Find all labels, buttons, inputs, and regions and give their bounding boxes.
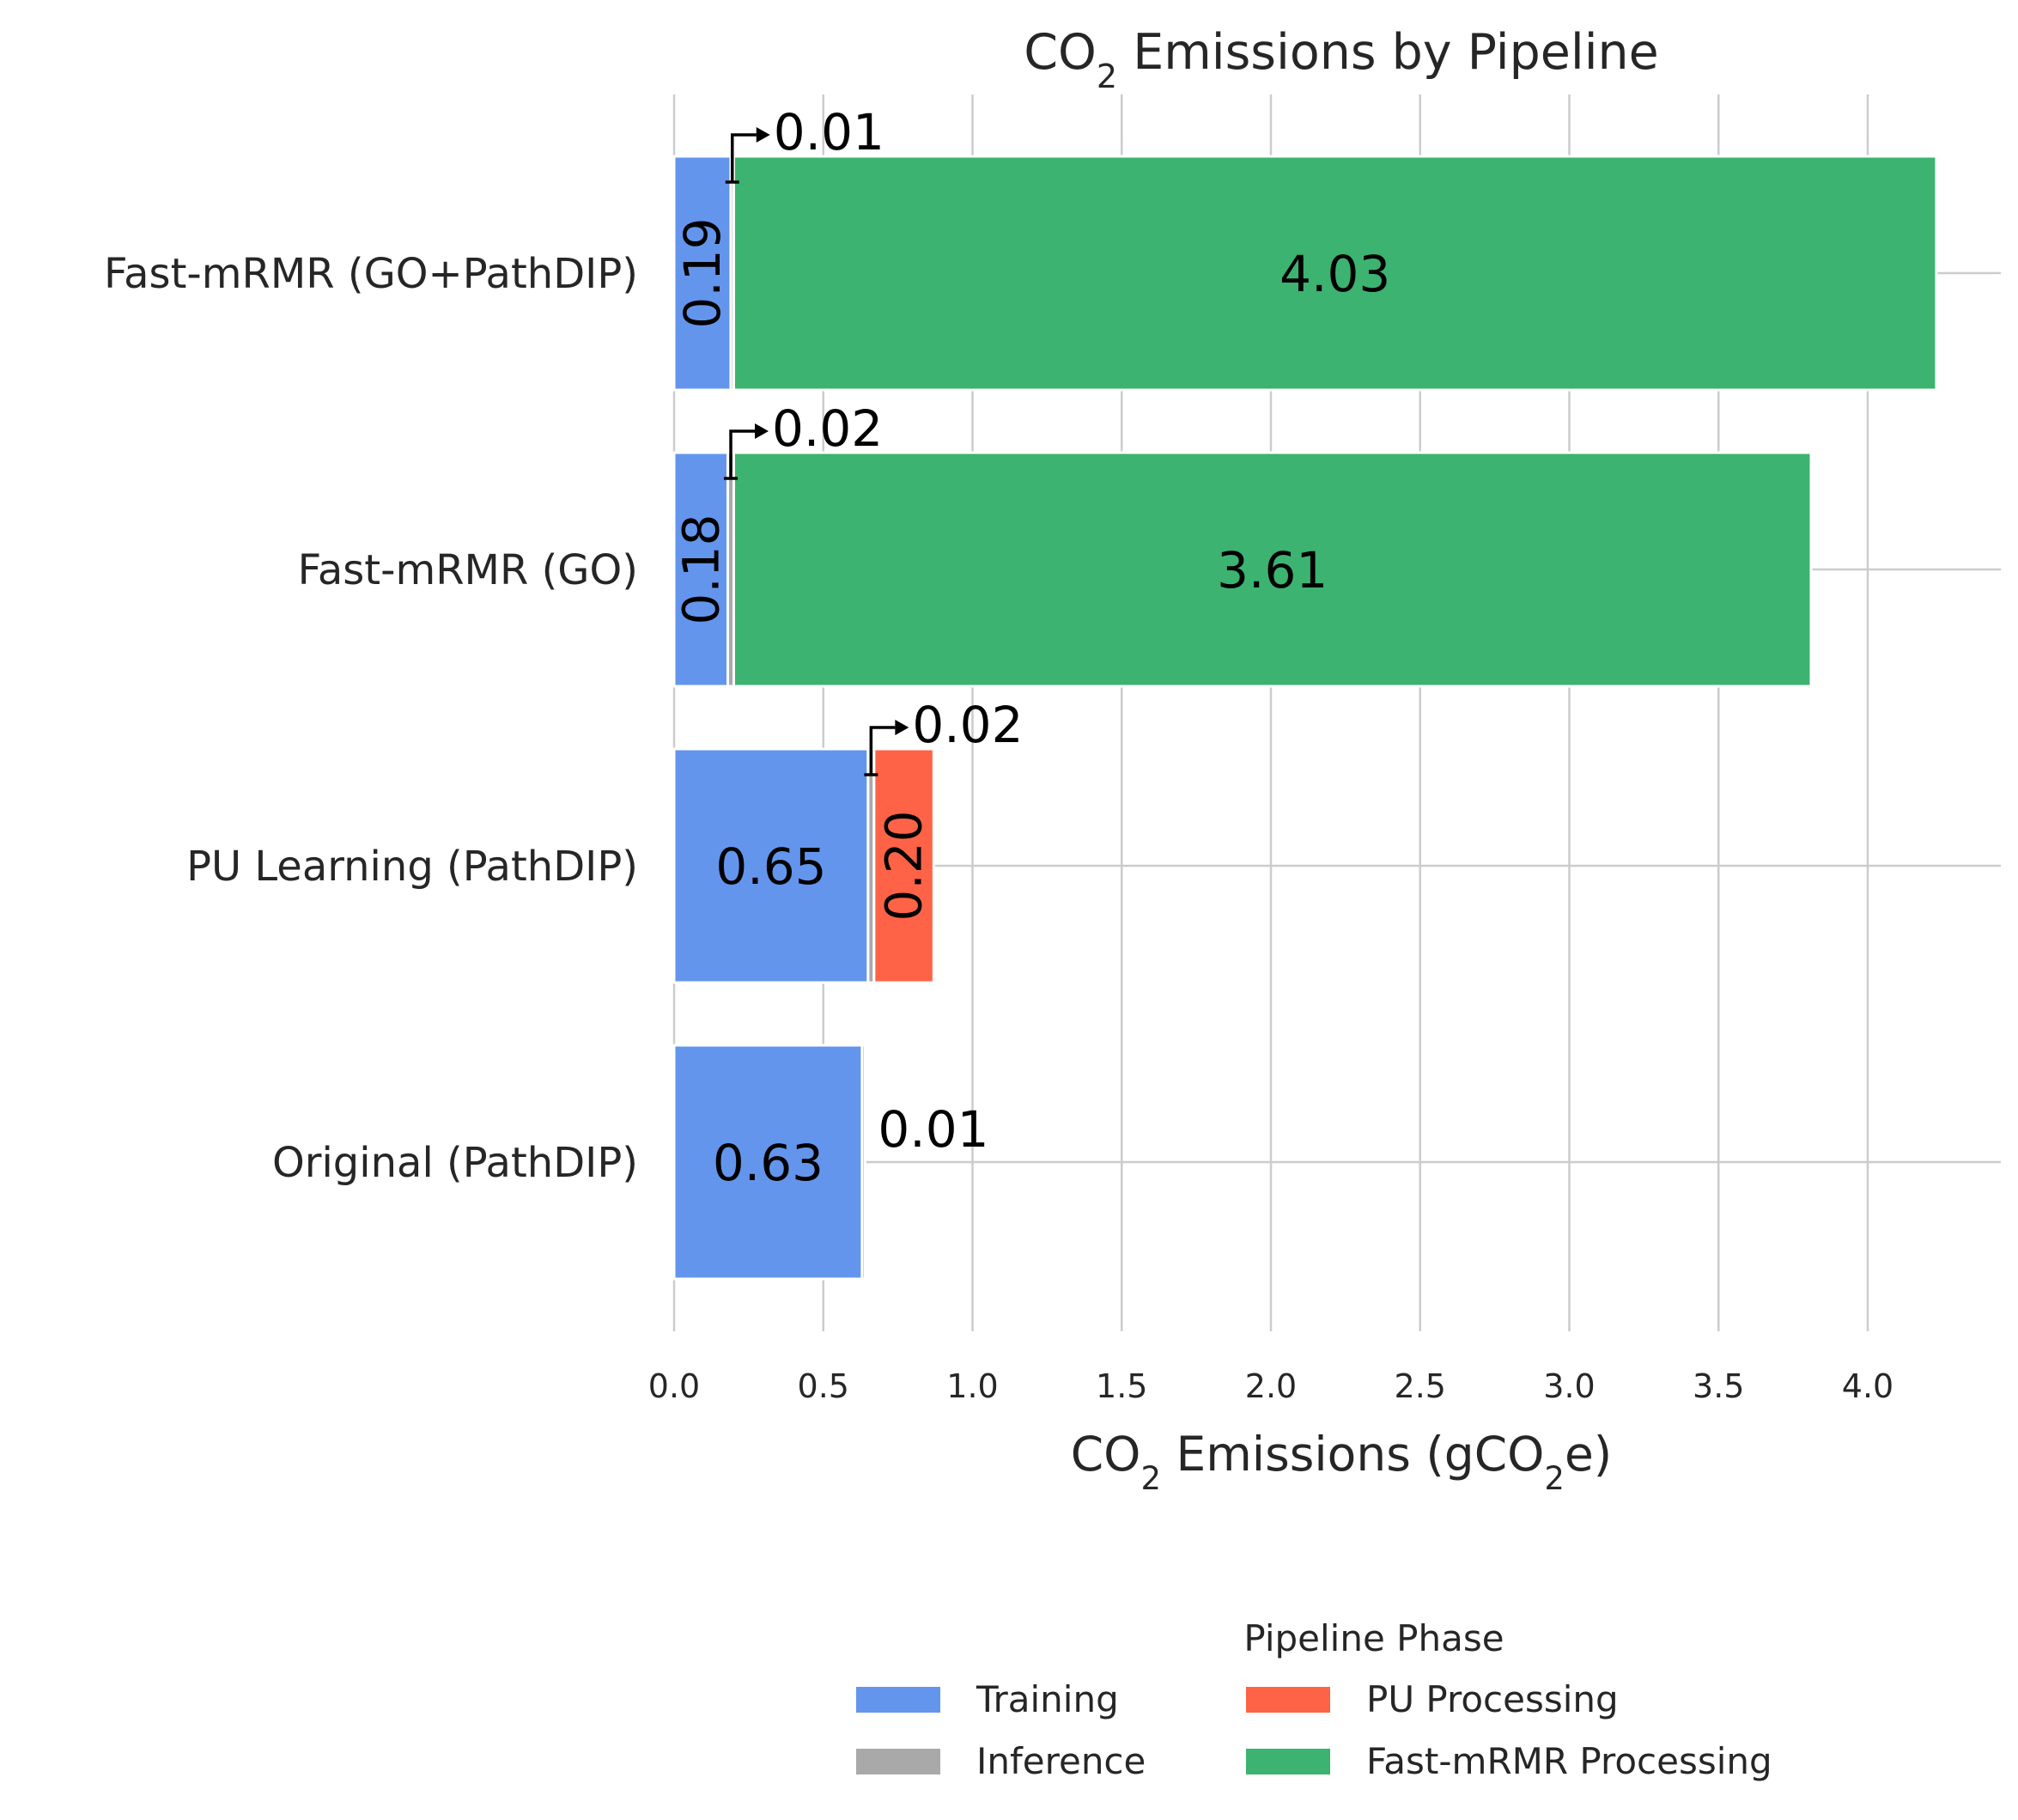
inference-arrow <box>731 133 757 182</box>
x-tick-label: 3.5 <box>1693 1367 1744 1405</box>
legend-swatch <box>856 1749 940 1774</box>
legend-label: PU Processing <box>1366 1678 1619 1720</box>
bar-training <box>672 1044 864 1281</box>
legend-label: Training <box>976 1678 1119 1720</box>
y-category-label: Fast-mRMR (GO) <box>298 546 638 594</box>
x-tick-label: 1.5 <box>1096 1367 1147 1405</box>
data-label: 3.61 <box>1217 541 1328 600</box>
x-tick-label: 1.0 <box>946 1367 998 1405</box>
x-tick-label: 2.0 <box>1245 1367 1297 1405</box>
legend-swatch <box>1246 1749 1330 1774</box>
x-tick-label: 0.5 <box>798 1367 849 1405</box>
legend: Pipeline Phase Training PU Processing Infe… <box>856 1617 1772 1782</box>
x-tick-label: 4.0 <box>1842 1367 1893 1405</box>
legend-title: Pipeline Phase <box>1243 1617 1504 1659</box>
bars <box>672 155 1938 1281</box>
data-label: 0.65 <box>715 837 826 896</box>
x-axis-ticks: 0.0 0.5 1.0 1.5 2.0 2.5 3.0 3.5 4.0 <box>648 1367 1893 1405</box>
data-labels: 0.19 0.01 4.03 0.18 0.02 3.61 0.65 0.02 0.20 0.63… <box>672 103 1390 1192</box>
data-label: 0.01 <box>878 1100 988 1159</box>
x-tick-label: 3.0 <box>1543 1367 1595 1405</box>
data-label: 0.02 <box>772 399 883 458</box>
y-category-label: Fast-mRMR (GO+PathDIP) <box>104 250 638 298</box>
inference-arrow <box>869 726 896 775</box>
inference-arrowhead <box>755 423 769 439</box>
data-label: 0.18 <box>672 514 730 624</box>
x-axis-label: CO2 Emissions (gCO2e) <box>1071 1427 1613 1497</box>
data-label: 0.02 <box>912 696 1023 754</box>
inference-arrowhead <box>895 720 909 735</box>
legend-swatch <box>856 1687 940 1713</box>
x-tick-label: 2.5 <box>1395 1367 1446 1405</box>
data-label: 4.03 <box>1279 245 1390 303</box>
bar-fast-mrmr-processing <box>732 155 1938 392</box>
data-label: 0.20 <box>875 810 933 921</box>
legend-swatch <box>1246 1687 1330 1713</box>
x-tick-label: 0.0 <box>648 1367 700 1405</box>
y-axis-labels: Fast-mRMR (GO+PathDIP) Fast-mRMR (GO) PU L… <box>104 250 638 1187</box>
bar-pu-processing <box>872 747 935 984</box>
inference-arrowhead <box>756 127 770 143</box>
bar-inference <box>860 1044 866 1281</box>
y-category-label: PU Learning (PathDIP) <box>186 843 638 891</box>
legend-label: Inference <box>976 1740 1146 1782</box>
data-label: 0.63 <box>713 1134 824 1192</box>
bar-fast-mrmr-processing <box>732 451 1813 688</box>
chart-title: CO2 Emissions by Pipeline <box>1024 24 1659 95</box>
legend-label: Fast-mRMR Processing <box>1366 1740 1772 1782</box>
y-category-label: Original (PathDIP) <box>272 1139 638 1187</box>
bar-training <box>672 451 730 688</box>
data-label: 0.19 <box>673 217 732 328</box>
data-label: 0.01 <box>774 103 884 161</box>
inference-arrow <box>729 429 756 478</box>
bar-training <box>672 747 870 984</box>
